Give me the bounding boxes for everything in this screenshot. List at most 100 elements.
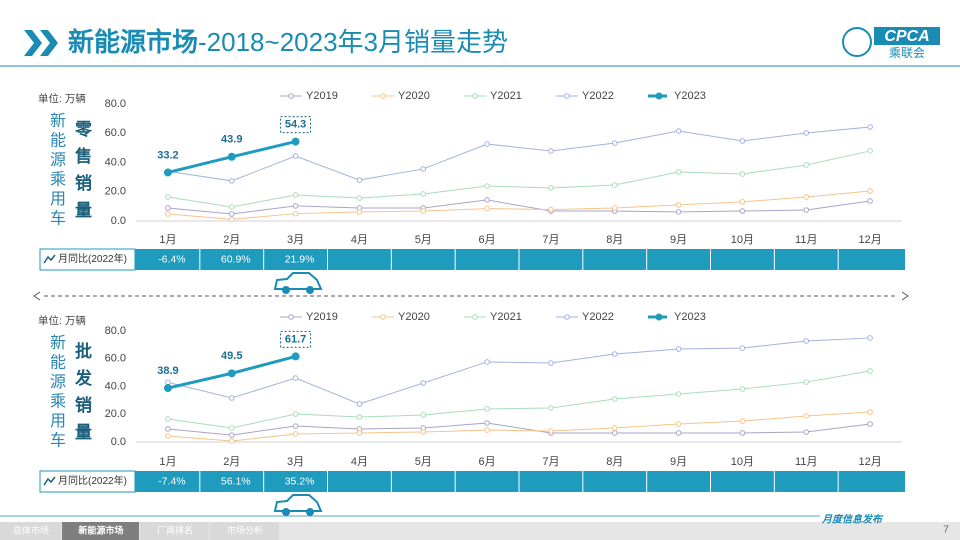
- point: [739, 418, 746, 424]
- point: [611, 396, 618, 402]
- unit-label: 单位: 万辆: [38, 315, 86, 327]
- point: [739, 208, 746, 214]
- y-tick-label: 80.0: [105, 325, 126, 337]
- legend-marker: [564, 314, 570, 320]
- point: [867, 148, 873, 154]
- series-line: [167, 150, 871, 208]
- point: [165, 205, 171, 211]
- x-tick-label: 6月: [479, 456, 496, 468]
- point: [356, 414, 363, 420]
- point: [292, 203, 299, 209]
- x-tick-label: 12月: [858, 234, 881, 246]
- footer-tab-label[interactable]: 市场分析: [227, 524, 263, 535]
- car-icon: [273, 494, 323, 512]
- x-tick-label: 2月: [223, 234, 240, 246]
- y-tick-label: 60.0: [105, 353, 126, 365]
- point: [611, 182, 618, 188]
- point: [739, 199, 746, 205]
- footer-tab[interactable]: [140, 522, 209, 540]
- point: [228, 438, 235, 444]
- x-tick-label: 3月: [287, 234, 304, 246]
- legend-label: Y2022: [582, 311, 614, 323]
- x-tick-label: 10月: [731, 234, 754, 246]
- legend-label: Y2021: [490, 90, 522, 102]
- yoy-value: 60.9%: [221, 253, 251, 265]
- yoy-value: -7.4%: [158, 475, 185, 487]
- point: [292, 431, 299, 437]
- x-tick-label: 6月: [479, 234, 496, 246]
- point: [867, 368, 873, 374]
- point: [420, 380, 427, 386]
- point: [356, 209, 363, 215]
- point: [548, 148, 554, 154]
- point: [739, 138, 746, 144]
- slide-title: 新能源市场-2018~2023年3月销量走势: [68, 27, 508, 57]
- point: [675, 391, 682, 397]
- point: [484, 183, 490, 189]
- point: [803, 207, 810, 213]
- y-tick-label: 0.0: [111, 436, 126, 448]
- x-tick-label: 1月: [159, 456, 176, 468]
- x-tick-label: 10月: [731, 456, 754, 468]
- point: [739, 345, 746, 351]
- x-tick-label: 5月: [415, 234, 432, 246]
- point: [484, 205, 490, 212]
- footer-tab-label[interactable]: 厂商排名: [157, 524, 193, 535]
- yoy-label-cell: [39, 470, 136, 493]
- chevron: [24, 30, 42, 56]
- point: [548, 360, 554, 366]
- data-label: 49.5: [221, 350, 242, 362]
- legend-marker: [472, 314, 478, 320]
- legend-marker: [655, 313, 663, 321]
- legend-label: Y2019: [306, 311, 338, 323]
- y-tick-label: 40.0: [105, 156, 126, 168]
- legend-label: Y2023: [674, 90, 706, 102]
- footer-tab[interactable]: [0, 522, 61, 540]
- point: [228, 425, 235, 431]
- legend-marker: [472, 93, 478, 99]
- point: [548, 405, 554, 411]
- footer-tab[interactable]: [62, 522, 139, 540]
- footer-tab-label[interactable]: 总体市场: [13, 524, 49, 535]
- x-tick-label: 9月: [670, 234, 687, 246]
- legend-label: Y2021: [490, 311, 522, 323]
- point: [867, 124, 873, 130]
- unit-label: 单位: 万辆: [38, 93, 86, 105]
- series-line: [167, 422, 871, 436]
- series-line: [167, 199, 871, 215]
- point: [165, 426, 171, 432]
- yoy-value: 56.1%: [221, 475, 251, 487]
- label-box: [280, 116, 312, 134]
- trend-icon: [43, 254, 56, 264]
- point: [611, 205, 618, 211]
- point: [228, 432, 235, 438]
- data-label: 38.9: [157, 365, 178, 377]
- x-tick-label: 11月: [795, 456, 817, 468]
- point: [803, 162, 810, 168]
- series-line: [167, 337, 871, 405]
- title-rest: -2018~2023年3月销量走势: [198, 27, 508, 57]
- footer-tab-label[interactable]: 新能源市场: [78, 524, 123, 535]
- point: [803, 338, 810, 344]
- x-tick-label: 3月: [287, 456, 304, 468]
- point: [356, 401, 363, 407]
- point: [803, 194, 810, 200]
- yoy-label: 月同比(2022年): [58, 474, 127, 487]
- point: [165, 416, 171, 422]
- point: [675, 430, 682, 436]
- point: [292, 411, 299, 417]
- x-tick-label: 1月: [159, 234, 176, 246]
- point: [867, 409, 873, 415]
- series-line: [167, 411, 871, 442]
- title-main: 新能源市场: [68, 27, 198, 57]
- side-label: 新能源乘用车: [47, 334, 64, 451]
- yoy-row: [40, 249, 905, 270]
- point: [420, 166, 427, 172]
- point: [228, 211, 235, 217]
- x-tick-label: 2月: [223, 456, 240, 468]
- car-icon: [273, 272, 323, 290]
- point: [611, 430, 618, 436]
- footer-tab[interactable]: [210, 522, 279, 540]
- point: [739, 386, 746, 392]
- point: [356, 177, 363, 183]
